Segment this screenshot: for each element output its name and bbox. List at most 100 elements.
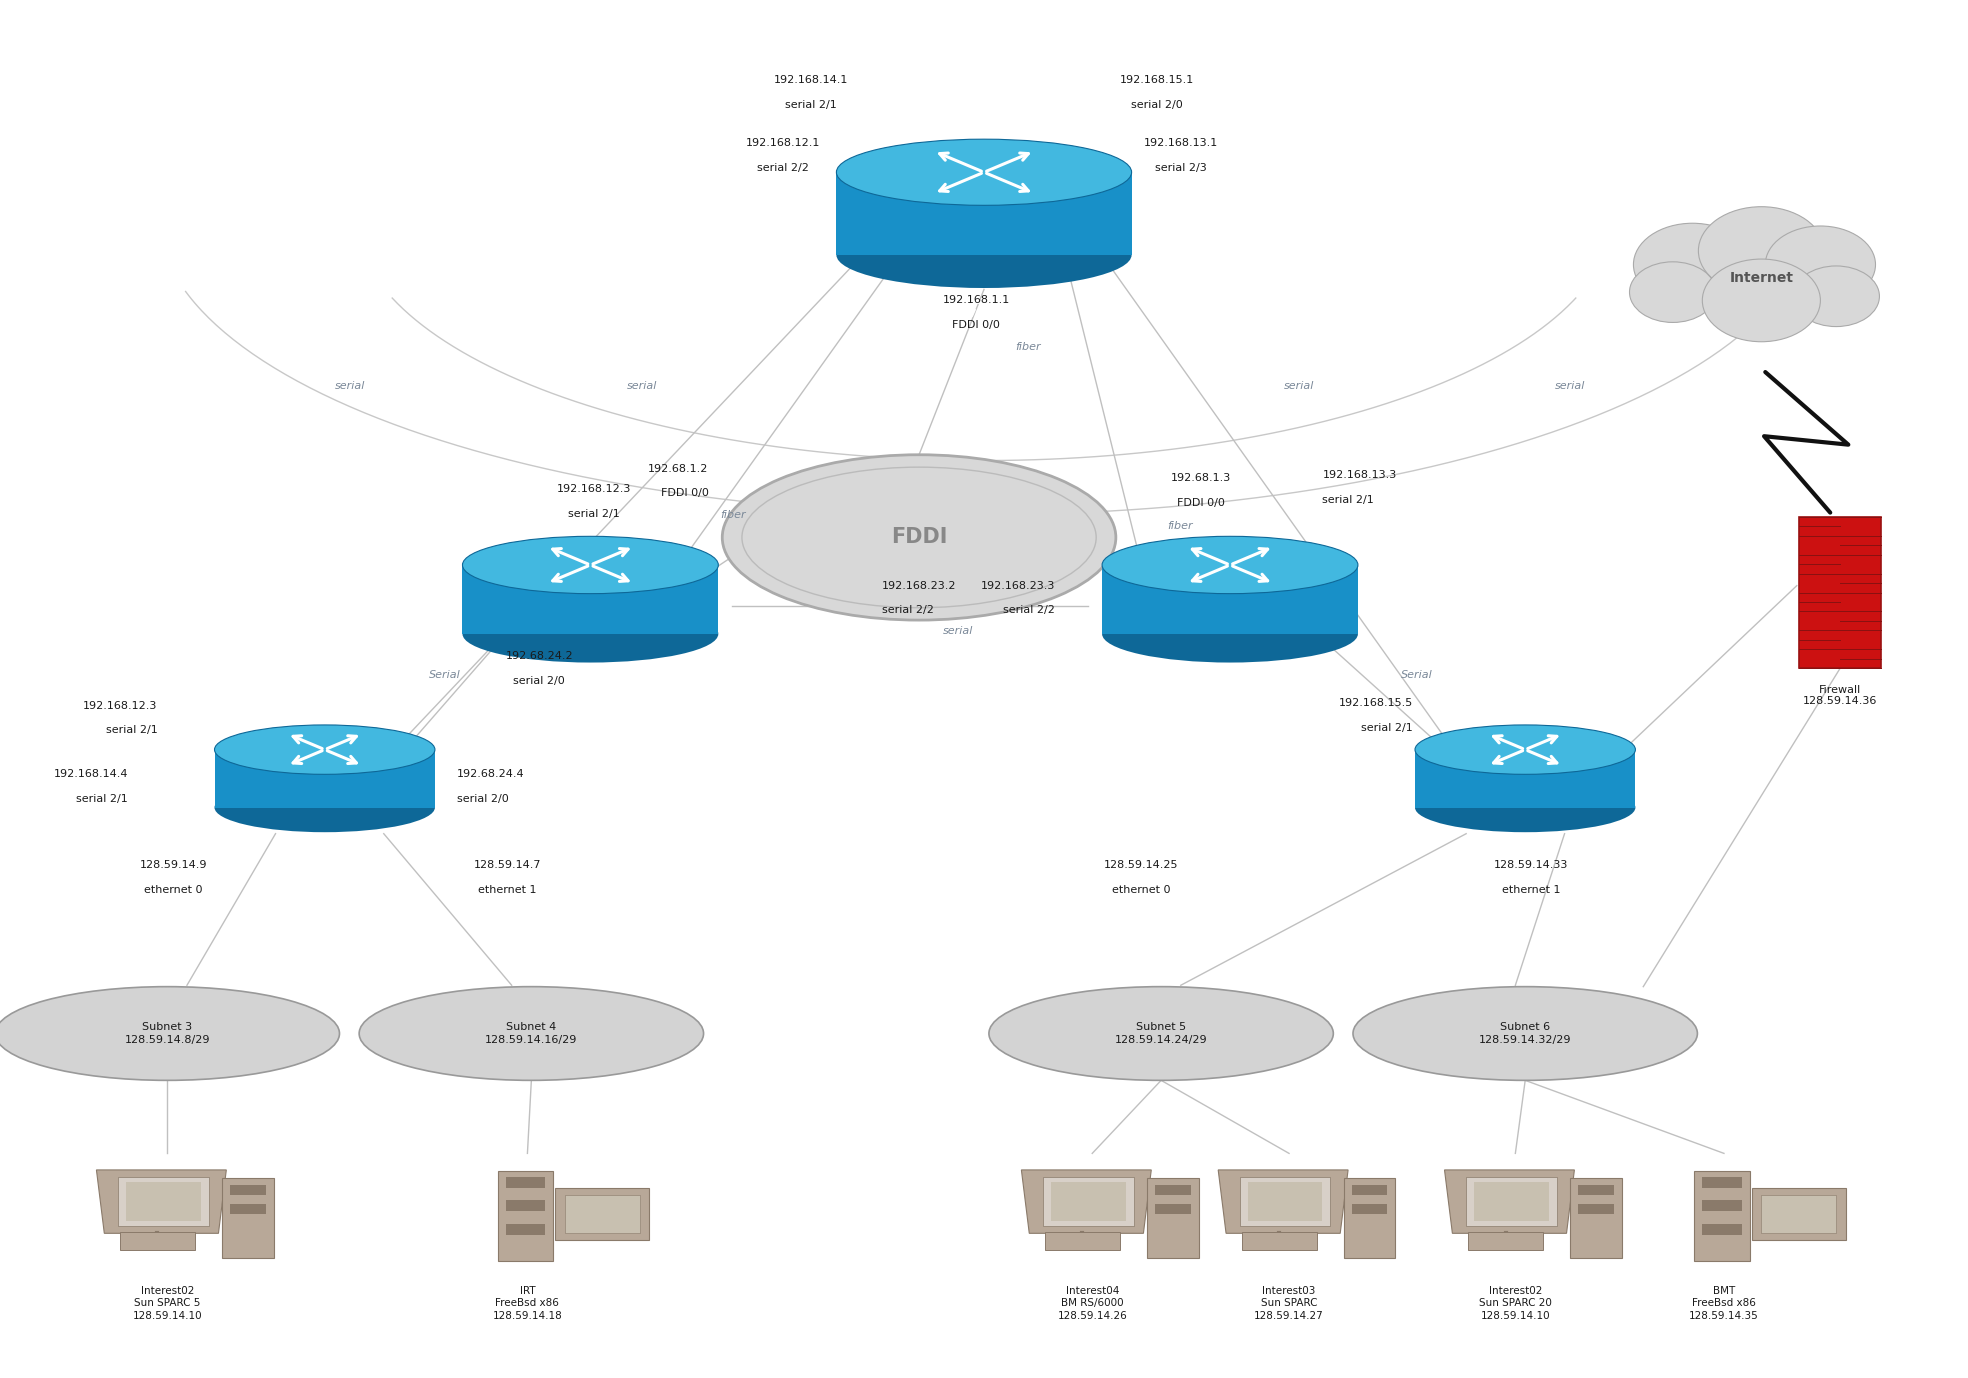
Ellipse shape [836, 222, 1132, 288]
Text: Subnet 5
128.59.14.24/29: Subnet 5 128.59.14.24/29 [1114, 1022, 1208, 1045]
Text: Interest03
Sun SPARC
128.59.14.27: Interest03 Sun SPARC 128.59.14.27 [1254, 1286, 1324, 1322]
Ellipse shape [1415, 783, 1635, 832]
Text: Router 2
7000: Router 2 7000 [563, 671, 618, 693]
Text: Interest02
Sun SPARC 20
128.59.14.10: Interest02 Sun SPARC 20 128.59.14.10 [1478, 1286, 1553, 1322]
Bar [1474, 1182, 1549, 1221]
Bar [230, 1204, 266, 1214]
Text: ethernet 0: ethernet 0 [144, 885, 203, 896]
Text: 128.59.14.7: 128.59.14.7 [474, 860, 541, 871]
Text: 128.59.14.9: 128.59.14.9 [140, 860, 207, 871]
Text: Router 5
2500: Router 5 2500 [1498, 841, 1553, 863]
Text: 192.168.14.1: 192.168.14.1 [773, 74, 848, 85]
Text: 192.168.23.3: 192.168.23.3 [980, 580, 1055, 591]
Text: Interest02
Sun SPARC 5
128.59.14.10: Interest02 Sun SPARC 5 128.59.14.10 [132, 1286, 203, 1322]
Bar [118, 1177, 209, 1226]
Text: FDDI 0/0: FDDI 0/0 [953, 320, 1000, 331]
Bar [1344, 1178, 1395, 1258]
Text: serial: serial [626, 380, 657, 391]
Bar [222, 1178, 274, 1258]
Bar [1352, 1185, 1387, 1195]
Circle shape [1633, 223, 1752, 306]
Text: fiber: fiber [720, 510, 746, 521]
Text: 192.168.14.4: 192.168.14.4 [53, 769, 128, 780]
Text: Serial: Serial [429, 670, 461, 681]
Text: Interest04
BM RS/6000
128.59.14.26: Interest04 BM RS/6000 128.59.14.26 [1057, 1286, 1128, 1322]
Text: 128.59.14.33: 128.59.14.33 [1494, 860, 1568, 871]
Text: 192.168.12.3: 192.168.12.3 [83, 700, 157, 711]
Bar [1155, 1185, 1191, 1195]
Bar [1694, 1171, 1750, 1261]
Text: serial: serial [943, 626, 974, 637]
Text: 128.59.14.25: 128.59.14.25 [1104, 860, 1179, 871]
Text: ethernet 1: ethernet 1 [478, 885, 537, 896]
Ellipse shape [215, 725, 435, 774]
Text: BMT
FreeBsd x86
128.59.14.35: BMT FreeBsd x86 128.59.14.35 [1689, 1286, 1759, 1322]
Bar [1248, 1182, 1322, 1221]
Text: 192.168.23.2: 192.168.23.2 [882, 580, 956, 591]
Polygon shape [1218, 1170, 1348, 1233]
Text: serial 2/1: serial 2/1 [785, 99, 836, 110]
Text: serial: serial [335, 380, 366, 391]
Text: IRT
FreeBsd x86
128.59.14.18: IRT FreeBsd x86 128.59.14.18 [492, 1286, 563, 1322]
Polygon shape [215, 750, 435, 808]
Bar [120, 1232, 195, 1250]
Bar [1578, 1185, 1614, 1195]
Text: serial 2/2: serial 2/2 [882, 605, 933, 616]
Text: 192.168.13.1: 192.168.13.1 [1143, 138, 1218, 149]
Text: serial 2/0: serial 2/0 [1132, 99, 1183, 110]
Text: 192.168.15.5: 192.168.15.5 [1338, 697, 1413, 708]
Ellipse shape [990, 987, 1334, 1080]
Text: serial 2/1: serial 2/1 [569, 508, 620, 520]
Circle shape [1793, 266, 1879, 327]
Text: Router 4
2500: Router 4 2500 [297, 841, 352, 863]
Text: serial 2/0: serial 2/0 [514, 675, 565, 686]
Circle shape [1765, 226, 1876, 303]
Ellipse shape [722, 455, 1116, 620]
Ellipse shape [215, 783, 435, 832]
Ellipse shape [1102, 605, 1358, 663]
Bar [1702, 1224, 1742, 1235]
Text: serial 2/1: serial 2/1 [1362, 722, 1413, 733]
Bar [126, 1182, 201, 1221]
Polygon shape [1415, 750, 1635, 808]
Bar [1051, 1182, 1126, 1221]
Text: Internet: Internet [1730, 271, 1793, 285]
Text: serial 2/3: serial 2/3 [1155, 163, 1206, 174]
Bar [1702, 1177, 1742, 1188]
Bar [1468, 1232, 1543, 1250]
Text: 192.168.12.3: 192.168.12.3 [557, 484, 632, 495]
Ellipse shape [462, 605, 718, 663]
Polygon shape [836, 172, 1132, 255]
Text: serial 2/0: serial 2/0 [457, 794, 508, 805]
Bar [1752, 1188, 1846, 1240]
Text: Subnet 3
128.59.14.8/29: Subnet 3 128.59.14.8/29 [124, 1022, 211, 1045]
Text: 192.68.1.2: 192.68.1.2 [647, 463, 708, 474]
Ellipse shape [742, 467, 1096, 608]
Bar [1570, 1178, 1622, 1258]
Bar [506, 1177, 545, 1188]
Text: Subnet 6
128.59.14.32/29: Subnet 6 128.59.14.32/29 [1478, 1022, 1572, 1045]
Bar [565, 1195, 640, 1233]
Text: serial: serial [1283, 380, 1315, 391]
Bar [506, 1224, 545, 1235]
Text: ethernet 1: ethernet 1 [1502, 885, 1561, 896]
Ellipse shape [462, 536, 718, 594]
Text: serial: serial [1555, 380, 1586, 391]
Bar [1147, 1178, 1199, 1258]
Text: Subnet 4
128.59.14.16/29: Subnet 4 128.59.14.16/29 [486, 1022, 577, 1045]
Polygon shape [1102, 565, 1358, 634]
Bar [506, 1200, 545, 1211]
Text: FDDI 0/0: FDDI 0/0 [1177, 497, 1224, 508]
Text: FDDI: FDDI [892, 528, 947, 547]
Ellipse shape [836, 139, 1132, 205]
Text: FDDI 0/0: FDDI 0/0 [661, 488, 708, 499]
Polygon shape [1445, 1170, 1574, 1233]
Bar [1240, 1177, 1330, 1226]
Bar [555, 1188, 649, 1240]
Polygon shape [462, 565, 718, 634]
Bar [1702, 1200, 1742, 1211]
Text: fiber: fiber [1167, 521, 1193, 532]
Circle shape [1702, 259, 1820, 342]
Bar [1578, 1204, 1614, 1214]
Circle shape [1630, 262, 1716, 322]
